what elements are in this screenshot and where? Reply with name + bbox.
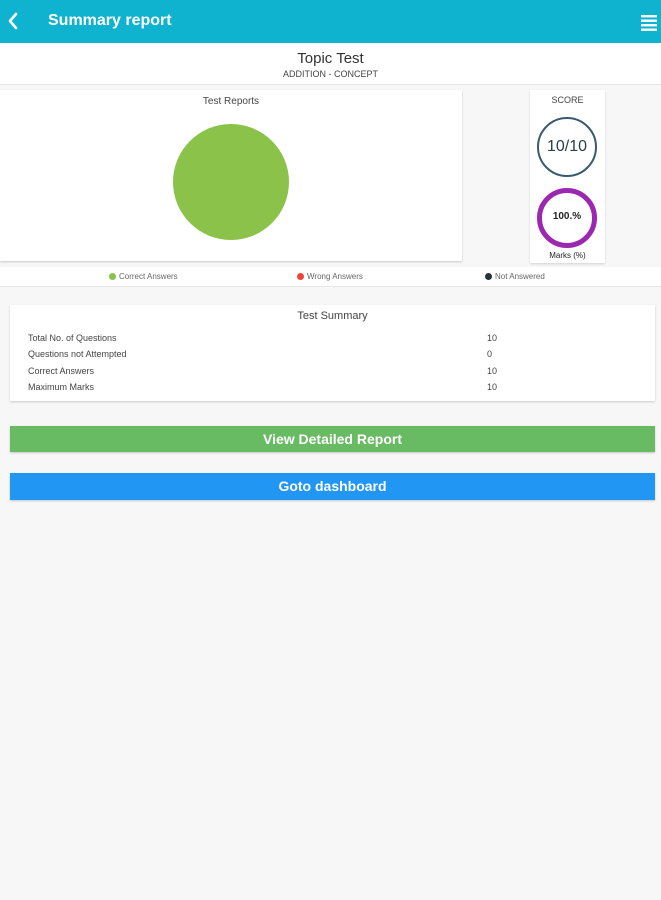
row-label: Total No. of Questions bbox=[28, 333, 117, 343]
topic-title: Topic Test bbox=[297, 50, 364, 67]
score-value: 10/10 bbox=[546, 138, 588, 155]
summary-row: Total No. of Questions 10 bbox=[10, 333, 655, 349]
legend-label: Wrong Answers bbox=[307, 272, 363, 281]
page-title: Summary report bbox=[48, 12, 172, 29]
legend-dot bbox=[485, 273, 492, 280]
legend-dot bbox=[109, 273, 116, 280]
legend-item-wrong: Wrong Answers bbox=[297, 272, 363, 281]
marks-value: 100.% bbox=[552, 211, 582, 222]
summary-row: Maximum Marks 10 bbox=[10, 382, 655, 398]
goto-dashboard-button[interactable]: Goto dashboard bbox=[10, 473, 655, 500]
row-value: 10 bbox=[487, 382, 498, 392]
test-summary-card: Test Summary Total No. of Questions 10 Q… bbox=[10, 305, 655, 401]
back-button[interactable] bbox=[2, 6, 32, 36]
summary-row: Correct Answers 10 bbox=[10, 366, 655, 382]
test-reports-chart: Test Reports bbox=[0, 90, 462, 261]
legend-label: Not Answered bbox=[495, 272, 545, 281]
score-card: SCORE 10/10 100.% Marks (%) bbox=[530, 90, 605, 263]
summary-row: Questions not Attempted 0 bbox=[10, 349, 655, 365]
topic-header: Topic Test ADDITION - CONCEPT bbox=[0, 43, 661, 85]
pie-slice-correct-answers bbox=[173, 124, 289, 240]
row-value: 0 bbox=[487, 349, 493, 359]
row-label: Questions not Attempted bbox=[28, 349, 127, 359]
row-label: Correct Answers bbox=[28, 366, 95, 376]
app-bar: Summary report bbox=[0, 0, 661, 43]
summary-title: Test Summary bbox=[297, 310, 368, 322]
marks-label: Marks (%) bbox=[549, 251, 586, 260]
legend-item-not-answered: Not Answered bbox=[485, 272, 545, 281]
row-value: 10 bbox=[487, 366, 498, 376]
score-label: SCORE bbox=[551, 95, 584, 105]
pie-chart bbox=[173, 124, 289, 240]
marks-ring: 100.% bbox=[537, 188, 597, 248]
score-circle: 10/10 bbox=[537, 117, 597, 177]
chart-legend: Correct Answers Wrong Answers Not Answer… bbox=[0, 267, 661, 287]
legend-dot bbox=[297, 273, 304, 280]
menu-button[interactable] bbox=[637, 10, 659, 34]
hamburger-menu-icon bbox=[641, 15, 657, 31]
view-detailed-report-button[interactable]: View Detailed Report bbox=[10, 426, 655, 452]
chart-title: Test Reports bbox=[202, 96, 260, 107]
chevron-left-icon bbox=[8, 12, 18, 30]
row-label: Maximum Marks bbox=[28, 382, 95, 392]
row-value: 10 bbox=[487, 333, 498, 343]
legend-item-correct: Correct Answers bbox=[109, 272, 178, 281]
legend-label: Correct Answers bbox=[119, 272, 178, 281]
topic-subtitle: ADDITION - CONCEPT bbox=[282, 69, 378, 79]
